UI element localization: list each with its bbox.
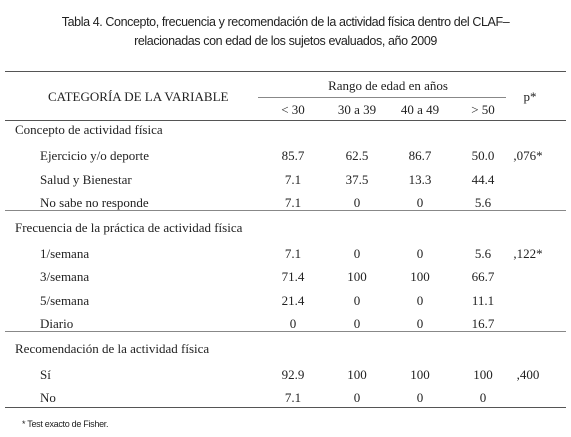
footnote: * Test exacto de Fisher. — [22, 419, 109, 429]
cell: 0 — [289, 316, 297, 331]
cell: 13.3 — [408, 171, 432, 187]
row-label: 3/semana — [40, 269, 90, 284]
column-header: > 50 — [471, 102, 495, 117]
cell: 7.1 — [284, 390, 302, 405]
p-value: ,122* — [513, 245, 543, 261]
cell: 0 — [353, 316, 361, 331]
rule — [5, 209, 566, 211]
cell: 7.1 — [284, 195, 302, 210]
rule — [5, 71, 566, 72]
cell: 7.1 — [284, 171, 302, 187]
cell: 92.9 — [281, 366, 305, 382]
column-header: 40 a 49 — [400, 102, 440, 117]
cell: 86.7 — [408, 148, 432, 163]
cell: 0 — [353, 292, 361, 308]
title-line: relacionadas con edad de los sujetos eva… — [134, 34, 437, 48]
column-header: < 30 — [281, 102, 305, 117]
cell: 0 — [416, 292, 424, 308]
cell: 5.6 — [474, 245, 492, 261]
rule — [5, 330, 566, 332]
cell: 85.7 — [281, 148, 305, 163]
cell: 11.1 — [471, 292, 495, 308]
row-label: Salud y Bienestar — [40, 171, 132, 187]
cell: 5.6 — [474, 195, 492, 210]
cell: 0 — [353, 245, 361, 261]
row-label: No sabe no responde — [40, 195, 149, 210]
cell: 0 — [416, 390, 424, 405]
cell: 100 — [410, 366, 430, 382]
section-title: Recomendación de la actividad física — [15, 340, 210, 356]
cell: 44.4 — [471, 171, 495, 187]
rule — [5, 406, 566, 408]
rule — [5, 120, 566, 121]
row-label: Sí — [40, 366, 51, 382]
section-title: Frecuencia de la práctica de actividad f… — [15, 219, 243, 235]
row-label: 1/semana — [40, 245, 90, 261]
rule — [258, 97, 506, 98]
cell: 100 — [347, 269, 367, 284]
cell: 0 — [416, 245, 424, 261]
cell: 100 — [410, 269, 430, 284]
cell: 7.1 — [284, 245, 302, 261]
cell: 71.4 — [281, 269, 305, 284]
cell: 100 — [347, 366, 367, 382]
cell: 62.5 — [345, 148, 369, 163]
row-label: Ejercicio y/o deporte — [40, 148, 150, 163]
p-value: ,400 — [516, 366, 540, 382]
cell: 50.0 — [471, 148, 495, 163]
header-group: Rango de edad en años — [328, 78, 448, 93]
column-header: 30 a 39 — [337, 102, 377, 117]
cell: 0 — [353, 195, 361, 210]
cell: 0 — [416, 195, 424, 210]
cell: 0 — [479, 390, 487, 405]
p-value: ,076* — [513, 148, 543, 163]
cell: 16.7 — [471, 316, 495, 331]
header-category: CATEGORÍA DE LA VARIABLE — [48, 89, 229, 104]
row-label: 5/semana — [40, 292, 90, 308]
cell: 66.7 — [471, 269, 495, 284]
cell: 21.4 — [281, 292, 305, 308]
header-p: p* — [523, 89, 537, 104]
row-label: Diario — [40, 316, 74, 331]
cell: 0 — [353, 390, 361, 405]
title-line: Tabla 4. Concepto, frecuencia y recomend… — [61, 15, 510, 29]
cell: 37.5 — [345, 171, 369, 187]
cell: 100 — [473, 366, 493, 382]
section-title: Concepto de actividad física — [15, 122, 163, 137]
row-label: No — [40, 390, 56, 405]
cell: 0 — [416, 316, 424, 331]
